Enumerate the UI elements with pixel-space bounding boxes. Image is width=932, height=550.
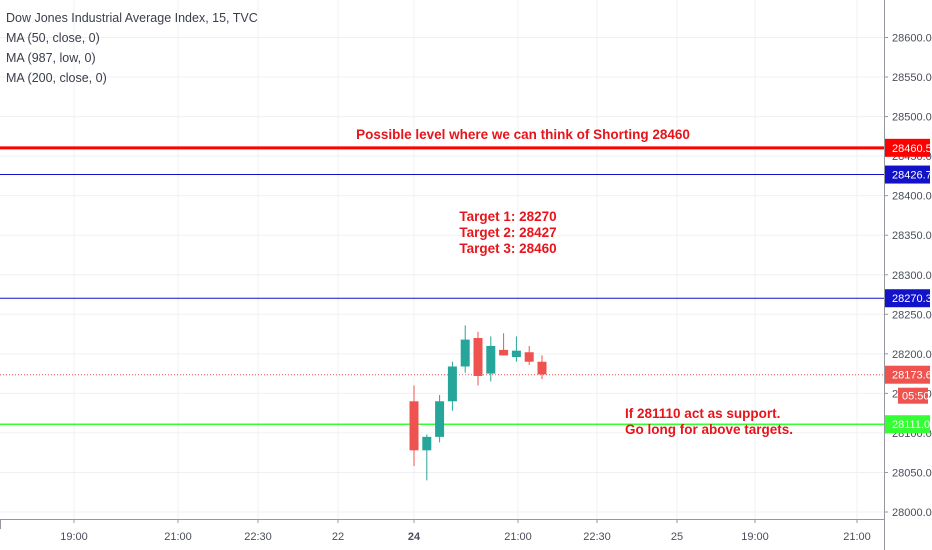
countdown-label: 05:50 (902, 391, 930, 403)
y-tick-label-0: 28000.0 (892, 507, 932, 519)
x-tick-label-3: 22 (332, 531, 344, 543)
candle-body-6 (486, 345, 496, 374)
price-tag-support: 28111.0 (892, 419, 930, 431)
y-tick-label-4: 28200.0 (892, 349, 932, 361)
annotations: Possible level where we can think of Sho… (356, 127, 793, 437)
price-tag-target-2: 28270.3 (892, 293, 932, 305)
price-tag-last: 28173.6 (892, 370, 932, 382)
price-tag-target-2-bg (885, 289, 930, 308)
y-tick-label-8: 28400.0 (892, 191, 932, 203)
y-tick-label-1: 28050.0 (892, 467, 932, 479)
legend-ma-987: MA (987, low, 0) (6, 51, 96, 65)
candle-body-3 (447, 366, 457, 402)
price-tag-resistance-bg (885, 138, 930, 157)
candle-body-5 (473, 338, 483, 376)
annotation-support-2: Go long for above targets. (625, 422, 793, 437)
candle-body-0 (409, 401, 419, 451)
price-tag-target-1-bg (885, 165, 930, 184)
legend-ma-50: MA (50, close, 0) (6, 31, 100, 45)
candles (409, 325, 547, 481)
price-tag-support-bg (885, 415, 930, 434)
horizontal-levels[interactable] (0, 146, 884, 425)
legend-title: Dow Jones Industrial Average Index, 15, … (6, 11, 258, 25)
y-tick-label-12: 28600.0 (892, 33, 932, 45)
x-tick-label-1: 21:00 (164, 531, 192, 543)
x-tick-label-4: 24 (408, 531, 421, 543)
annotation-support-1: If 281110 act as support. (625, 406, 780, 421)
price-tag-last-bg (885, 365, 930, 384)
candle-body-10 (537, 361, 547, 375)
candle-body-9 (524, 352, 534, 362)
x-tick-label-0: 19:00 (60, 531, 88, 543)
price-tag-resistance: 28460.5 (892, 143, 932, 155)
y-tick-label-6: 28300.0 (892, 270, 932, 282)
x-tick-label-6: 22:30 (583, 531, 611, 543)
candle-body-2 (435, 401, 445, 437)
y-tick-label-5: 28250.0 (892, 309, 932, 321)
price-tag-target-1: 28426.7 (892, 170, 932, 182)
annotation-shorting: Possible level where we can think of Sho… (356, 127, 690, 142)
y-tick-label-10: 28500.0 (892, 112, 932, 124)
x-tick-label-2: 22:30 (244, 531, 272, 543)
x-tick-label-7: 25 (671, 531, 683, 543)
annotation-target-3: Target 3: 28460 (459, 241, 556, 256)
candle-body-7 (499, 349, 509, 356)
time-axis-bg (0, 519, 884, 550)
legend-ma-200: MA (200, close, 0) (6, 71, 107, 85)
x-tick-label-8: 19:00 (741, 531, 769, 543)
y-tick-label-11: 28550.0 (892, 72, 932, 84)
candle-body-4 (460, 339, 470, 367)
legend: Dow Jones Industrial Average Index, 15, … (6, 8, 258, 88)
price-axis-bg (884, 0, 932, 550)
annotation-target-2: Target 2: 28427 (459, 225, 556, 240)
y-tick-label-7: 28350.0 (892, 230, 932, 242)
time-axis[interactable]: 19:00 21:00 22:30 22 24 21:00 22:30 25 19:00 21:0… (0, 519, 884, 550)
annotation-target-1: Target 1: 28270 (459, 209, 556, 224)
candle-body-8 (511, 350, 521, 357)
price-axis[interactable]: 28000.028050.028100.028150.028200.028250… (884, 0, 932, 550)
candle-body-1 (422, 436, 432, 451)
x-tick-label-9: 21:00 (843, 531, 871, 543)
grid (0, 0, 884, 519)
countdown-bg (898, 387, 928, 404)
x-tick-label-5: 21:00 (504, 531, 532, 543)
